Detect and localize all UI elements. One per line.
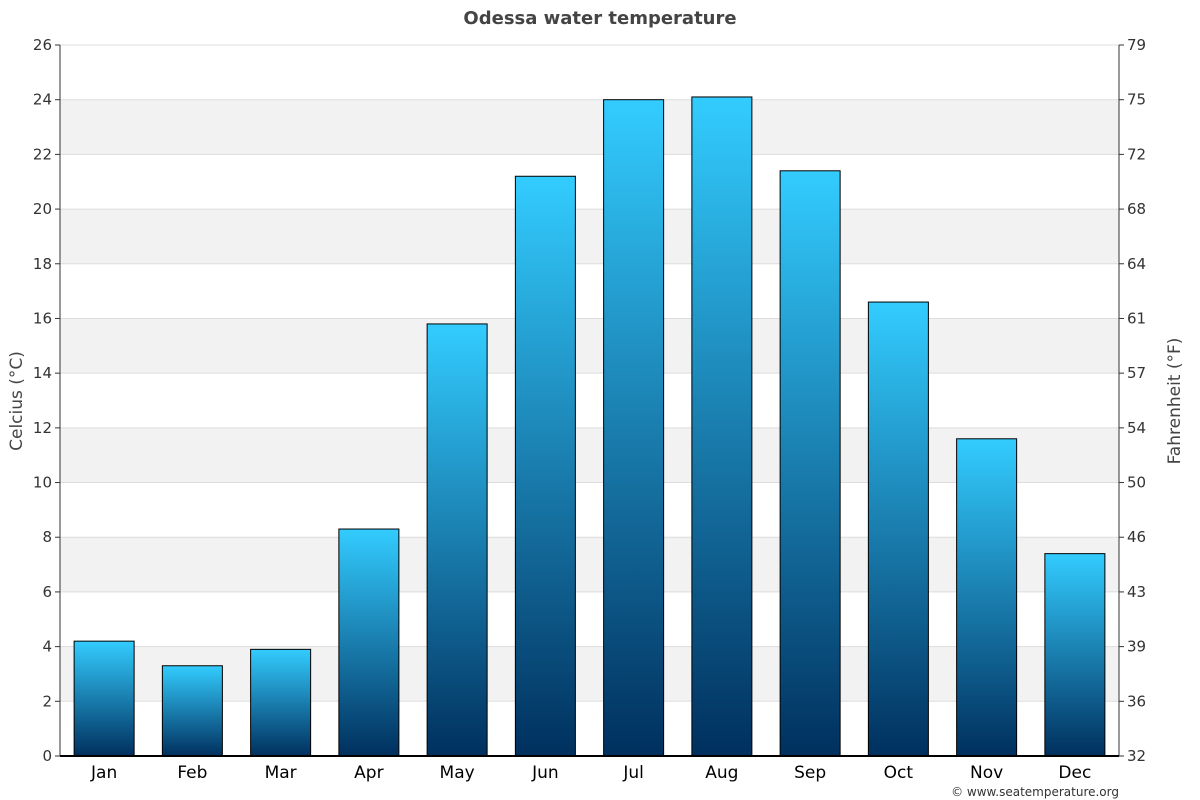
y2-tick-label: 75	[1127, 91, 1146, 109]
y-tick-label: 18	[33, 255, 52, 273]
source-credit: © www.seatemperature.org	[951, 785, 1119, 799]
y-tick-label: 10	[33, 474, 52, 492]
y-tick-label: 4	[42, 638, 52, 656]
y2-tick-label: 72	[1127, 145, 1146, 163]
background-band	[60, 209, 1119, 264]
bar-sep[interactable]	[779, 170, 841, 757]
x-tick-labels: Jan Feb Mar Apr May Jun Jul Aug Sep Oct Nov Dec	[90, 763, 1091, 783]
background-band	[60, 318, 1119, 374]
y-tick-label: 20	[33, 200, 52, 218]
bar-jul[interactable]	[603, 99, 665, 757]
plot-background-bands	[60, 99, 1119, 702]
bar-jun[interactable]	[514, 175, 576, 757]
y2-tick-label: 46	[1127, 528, 1146, 546]
y-tick-label: 6	[42, 583, 52, 601]
bar-may[interactable]	[426, 323, 488, 757]
x-tick-label: Feb	[177, 763, 207, 783]
x-tick-label: Jul	[622, 763, 644, 783]
chart-title: Odessa water temperature	[463, 8, 736, 29]
bar-apr[interactable]	[338, 528, 400, 757]
y2-tick-label: 68	[1127, 200, 1146, 218]
x-tick-label: Jan	[90, 763, 117, 783]
y-tick-label: 14	[33, 364, 52, 382]
y-tick-label: 26	[33, 36, 52, 54]
bars-group	[73, 96, 1106, 757]
y2-tick-label: 50	[1127, 474, 1146, 492]
y-tick-label: 22	[33, 145, 52, 163]
y2-tick-label: 64	[1127, 255, 1146, 273]
bar-jan[interactable]	[73, 640, 135, 757]
y-axis-label: Celcius (°C)	[7, 351, 27, 451]
y2-tick-label: 54	[1127, 419, 1146, 437]
y-tick-label: 16	[33, 309, 52, 327]
y-tick-label: 24	[33, 91, 52, 109]
background-band	[60, 646, 1119, 702]
x-tick-label: Jun	[531, 763, 559, 783]
y-tick-label: 8	[42, 528, 52, 546]
background-band	[60, 537, 1119, 592]
x-tick-label: Mar	[265, 763, 297, 783]
y2-tick-label: 57	[1127, 364, 1146, 382]
y-tick-label: 2	[42, 692, 52, 710]
bar-aug[interactable]	[691, 96, 753, 757]
x-tick-label: Oct	[884, 763, 914, 783]
y2-tick-label: 79	[1127, 36, 1146, 54]
y2-tick-label: 43	[1127, 583, 1146, 601]
bar-feb[interactable]	[161, 665, 223, 757]
bar-mar[interactable]	[250, 648, 312, 757]
bar-dec[interactable]	[1044, 553, 1106, 757]
bar-oct[interactable]	[867, 301, 929, 757]
bar-nov[interactable]	[956, 438, 1018, 757]
x-tick-label: Apr	[354, 763, 383, 783]
y-tick-label: 0	[42, 747, 52, 765]
x-tick-label: Aug	[705, 763, 738, 783]
background-band	[60, 99, 1119, 155]
y-tick-label: 12	[33, 419, 52, 437]
x-tick-label: Nov	[970, 763, 1003, 783]
x-tick-label: May	[440, 763, 475, 783]
y2-axis-label: Fahrenheit (°F)	[1165, 338, 1185, 465]
x-tick-label: Sep	[794, 763, 826, 783]
background-band	[60, 427, 1119, 483]
y2-tick-label: 39	[1127, 638, 1146, 656]
y2-tick-label: 32	[1127, 747, 1146, 765]
y2-tick-label: 61	[1127, 309, 1146, 327]
right-y-tick-labels: 32 36 39 43 46 50 54 57 61 64 68 72 75 79	[1127, 36, 1146, 765]
y2-tick-label: 36	[1127, 692, 1146, 710]
x-tick-label: Dec	[1058, 763, 1091, 783]
